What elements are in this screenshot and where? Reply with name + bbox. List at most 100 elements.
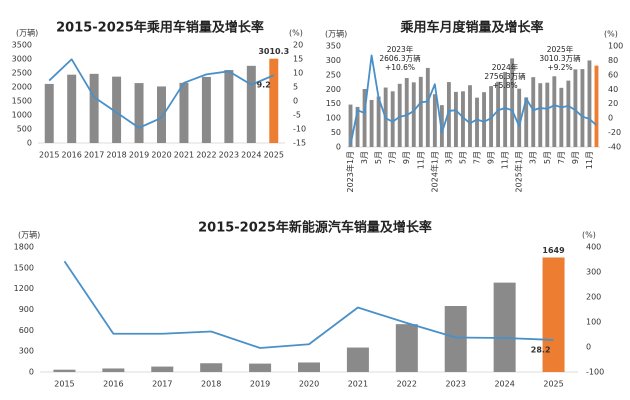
x-tick-label: 9月 <box>571 151 580 164</box>
y2-tick-label: 60 <box>608 70 618 79</box>
y2-axis-label: (%) <box>604 30 618 39</box>
y2-tick-label: 200 <box>586 293 601 302</box>
x-tick-label: 7月 <box>388 151 397 164</box>
x-tick-label: 2021 <box>174 151 194 160</box>
bar <box>453 91 458 147</box>
x-tick-label: 2017 <box>84 151 104 160</box>
bar <box>224 70 234 143</box>
y-tick-label: 350 <box>326 42 341 51</box>
bar <box>468 85 472 147</box>
bar <box>559 87 564 147</box>
y-tick-label: 150 <box>326 99 341 108</box>
y-tick-label: 250 <box>326 70 341 79</box>
x-tick-label: 7月 <box>557 151 566 164</box>
bar <box>503 71 508 147</box>
x-tick-label: 2025 <box>543 380 563 389</box>
y-tick-label: 1500 <box>12 97 32 106</box>
bar <box>573 69 578 147</box>
y-tick-label: 2000 <box>12 83 32 92</box>
y-axis-label: (万辆) <box>18 230 40 240</box>
bar <box>376 96 381 147</box>
annotation: 2606.3万辆 <box>379 53 421 63</box>
y2-tick-label: 20 <box>608 99 618 108</box>
x-tick-label: 9月 <box>402 151 411 164</box>
y2-tick-label: 0 <box>608 114 613 123</box>
bar <box>89 73 99 143</box>
bar-value-label: 3010.3 <box>258 47 289 56</box>
y2-tick-label: 100 <box>608 42 623 51</box>
bar <box>418 76 423 147</box>
x-tick-label: 11月 <box>501 151 510 169</box>
bar <box>369 99 374 147</box>
y-tick-label: 1800 <box>14 243 34 252</box>
x-tick-label: 2024 <box>241 151 261 160</box>
bar <box>493 282 516 372</box>
y-tick-label: 200 <box>326 85 341 94</box>
y-tick-label: 1000 <box>12 111 32 120</box>
x-tick-label: 9月 <box>487 151 496 164</box>
bar <box>580 69 585 147</box>
y-tick-label: 100 <box>326 114 341 123</box>
chart-title: 2015-2025年新能源汽车销量及增长率 <box>198 220 432 236</box>
bar <box>482 92 486 147</box>
y2-tick-label: 0 <box>586 343 591 352</box>
y2-axis-label: (%) <box>289 29 303 38</box>
bar <box>531 77 536 147</box>
bar <box>552 76 557 147</box>
bar <box>395 324 418 372</box>
bar <box>594 65 599 147</box>
y2-tick-label: -5 <box>293 111 301 120</box>
y2-tick-label: -10 <box>293 125 306 134</box>
y-tick-label: 300 <box>19 347 34 356</box>
annotation: +5.8% <box>492 81 517 90</box>
bar <box>362 88 367 147</box>
bar <box>53 369 76 372</box>
x-tick-label: 2016 <box>62 151 82 160</box>
x-tick-label: 2020 <box>151 151 171 160</box>
x-tick-label: 2024年1月 <box>429 151 439 192</box>
bar <box>538 83 543 147</box>
bar <box>390 91 395 147</box>
bar <box>67 74 77 143</box>
line-value-label: 9.2 <box>257 81 271 90</box>
bar <box>397 83 402 147</box>
x-tick-label: 2025年1月 <box>514 151 524 192</box>
y2-tick-label: 300 <box>586 268 601 277</box>
annotation: 2025年 <box>547 44 574 54</box>
bar <box>545 82 550 147</box>
bar <box>201 76 211 143</box>
annotation: +10.6% <box>385 63 415 72</box>
bar <box>587 60 592 147</box>
line <box>63 260 554 349</box>
line-value-label: 28.2 <box>531 345 551 354</box>
bar <box>269 58 279 143</box>
x-tick-label: 5月 <box>458 151 467 164</box>
bar <box>112 76 122 143</box>
x-tick-label: 2018 <box>201 380 221 389</box>
bar <box>475 97 479 147</box>
annotation: +9.2% <box>547 63 572 72</box>
y2-tick-label: 0 <box>293 97 298 106</box>
bar <box>249 363 272 372</box>
bar <box>44 83 54 143</box>
bar <box>151 366 174 372</box>
x-tick-label: 7月 <box>473 151 482 164</box>
bar <box>134 83 144 143</box>
x-tick-label: 2019 <box>129 151 149 160</box>
bar <box>411 82 416 147</box>
x-tick-label: 2023 <box>219 151 239 160</box>
bar <box>425 67 430 147</box>
chart-title: 乘用车月度销量及增长率 <box>399 20 543 36</box>
x-tick-label: 2023年1月 <box>345 151 355 192</box>
y2-axis-label: (%) <box>582 231 596 240</box>
x-tick-label: 2022 <box>397 380 417 389</box>
x-tick-label: 2017 <box>152 380 172 389</box>
x-tick-label: 2022 <box>196 151 216 160</box>
x-tick-label: 2018 <box>106 151 126 160</box>
bar <box>496 81 501 147</box>
line <box>349 54 598 146</box>
y-tick-label: 0 <box>27 139 32 148</box>
bar <box>200 363 223 372</box>
y-axis-label: (万辆) <box>325 29 347 39</box>
